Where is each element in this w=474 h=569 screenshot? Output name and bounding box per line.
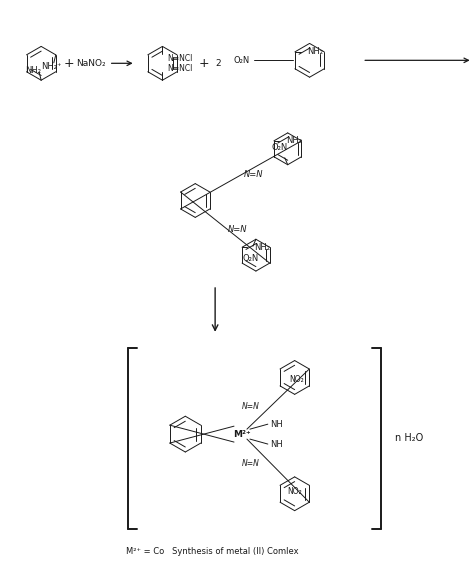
- Text: O₂N: O₂N: [272, 143, 288, 152]
- Text: M²⁺ = Co   Synthesis of metal (II) Comlex: M²⁺ = Co Synthesis of metal (II) Comlex: [126, 547, 298, 556]
- Text: NH₂: NH₂: [307, 47, 323, 56]
- Text: O₂N: O₂N: [233, 56, 249, 65]
- Text: N≡NCl: N≡NCl: [168, 64, 193, 73]
- Text: N≡NCl: N≡NCl: [168, 54, 193, 63]
- Text: N=N: N=N: [244, 170, 264, 179]
- Text: O₂N: O₂N: [243, 254, 259, 263]
- Text: n H₂O: n H₂O: [395, 433, 423, 443]
- Text: N=N: N=N: [242, 459, 259, 468]
- Text: M²⁺: M²⁺: [233, 430, 251, 439]
- Text: N=N: N=N: [228, 225, 247, 234]
- Text: NH₂⁺: NH₂⁺: [42, 62, 62, 71]
- Text: NH: NH: [270, 440, 283, 448]
- Text: 2: 2: [215, 59, 221, 68]
- Text: +: +: [199, 57, 210, 70]
- Text: NO₂: NO₂: [289, 376, 304, 385]
- Text: NH₂: NH₂: [25, 66, 41, 75]
- Text: NO₂: NO₂: [287, 487, 302, 496]
- Text: NH: NH: [270, 420, 283, 428]
- Text: N=N: N=N: [242, 402, 259, 411]
- Text: NaNO₂: NaNO₂: [76, 59, 106, 68]
- Text: +: +: [64, 57, 74, 70]
- Text: NH₂: NH₂: [254, 243, 270, 251]
- Text: NH₂: NH₂: [286, 137, 302, 145]
